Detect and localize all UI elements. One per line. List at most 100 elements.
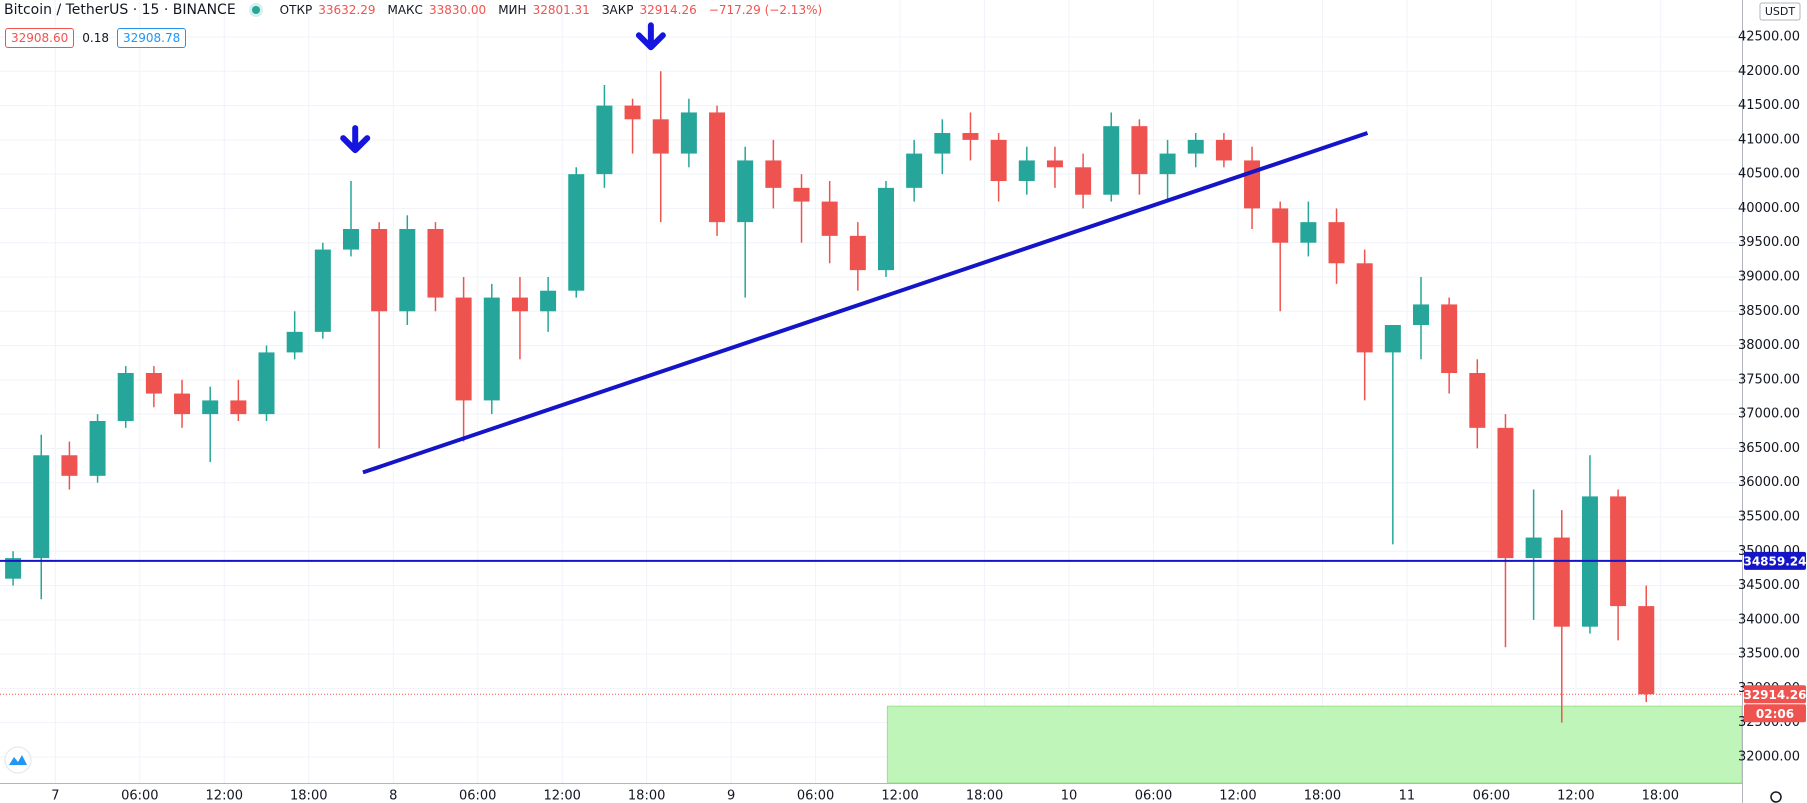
symbol[interactable]: Bitcoin / TetherUS · 15 · BINANCE — [4, 2, 236, 18]
candle-body — [1497, 427, 1514, 559]
candle-body — [652, 119, 669, 154]
y-tick-label: 36000.00 — [1738, 475, 1800, 490]
logo — [4, 746, 32, 774]
candle-body — [483, 297, 500, 401]
candle-body — [1384, 324, 1401, 353]
y-tick-label: 32000.00 — [1738, 749, 1800, 764]
x-tick-label: 06:00 — [121, 789, 158, 803]
candle-body — [596, 105, 613, 175]
spread: 0.18 — [82, 31, 109, 45]
x-tick-label: 9 — [727, 789, 735, 803]
plot-area — [0, 0, 1743, 784]
y-tick-label: 37000.00 — [1738, 407, 1800, 422]
sell-button[interactable]: 32908.60 — [5, 28, 75, 48]
y-tick-label: 41500.00 — [1738, 98, 1800, 113]
arrow — [635, 22, 666, 51]
candle-body — [990, 139, 1007, 182]
candle-body — [1328, 222, 1345, 264]
stat-label: ЗАКР — [601, 3, 634, 17]
candle-body — [258, 352, 275, 415]
logo-mark — [9, 755, 27, 765]
y-tick-label: 35500.00 — [1738, 509, 1800, 524]
candle-body — [342, 229, 359, 250]
trade-buttons: 32908.60 0.18 32908.78 — [5, 28, 187, 48]
candle-body — [89, 420, 106, 476]
candle-body — [1356, 263, 1373, 353]
x-tick-label: 18:00 — [290, 789, 327, 803]
candle-body — [371, 229, 388, 312]
x-tick-label: 06:00 — [1473, 789, 1510, 803]
candle-body — [230, 400, 247, 415]
candle-body — [1103, 126, 1120, 195]
level-price-tag-box — [1744, 551, 1806, 570]
candle-body — [962, 133, 979, 140]
status-dot — [251, 6, 260, 14]
x-tick-label: 8 — [389, 789, 397, 803]
candle-body — [1187, 139, 1204, 154]
buy-button[interactable]: 32908.78 — [116, 28, 187, 48]
candle-body — [1469, 372, 1486, 428]
legend: Bitcoin / TetherUS · 15 · BINANCE ОТКР 33… — [4, 2, 828, 18]
trend-line — [362, 131, 1369, 475]
y-tick-label: 37500.00 — [1738, 372, 1800, 387]
candle-body — [624, 105, 641, 120]
candle-body — [906, 153, 923, 188]
x-tick-label: 7 — [51, 789, 59, 803]
y-tick-label: 34500.00 — [1738, 578, 1800, 593]
last-price-tag: 32914.26 — [1743, 688, 1806, 702]
candle-body — [1525, 537, 1542, 559]
candle-body — [1131, 126, 1148, 175]
x-tick-label: 18:00 — [966, 789, 1003, 803]
candle-body — [145, 372, 162, 394]
stat-label: МАКС — [387, 3, 423, 17]
candle-body — [174, 393, 191, 415]
candle-body — [455, 297, 472, 401]
candle-body — [1046, 160, 1063, 168]
candle-body — [934, 133, 951, 154]
candle-body — [1075, 167, 1092, 195]
currency: USDT — [1765, 5, 1796, 18]
candle-body — [1215, 139, 1232, 161]
countdown-tag: 02:06 — [1756, 707, 1794, 721]
x-tick-label: 10 — [1061, 789, 1078, 803]
candle-body — [1272, 208, 1289, 243]
candle-body — [202, 400, 219, 415]
candle-body — [61, 455, 78, 476]
settings-icon[interactable] — [1770, 791, 1782, 803]
candle-body — [793, 187, 810, 202]
x-tick-label: 06:00 — [1135, 789, 1172, 803]
candle-body — [1441, 304, 1458, 373]
stat-label: МИН — [498, 3, 527, 17]
x-tick-label: 12:00 — [1557, 789, 1594, 803]
candle-body — [680, 112, 697, 154]
x-tick-label: 12:00 — [206, 789, 243, 803]
stat-value: 32801.31 — [532, 3, 590, 17]
candle-body — [849, 235, 866, 271]
candle-body — [1244, 160, 1261, 209]
x-tick-label: 18:00 — [1304, 789, 1341, 803]
x-tick-label: 18:00 — [628, 789, 665, 803]
candle-body — [427, 229, 444, 298]
candle-body — [1412, 304, 1429, 325]
candle-body — [1553, 537, 1570, 627]
y-tick-label: 42500.00 — [1738, 30, 1800, 45]
candle-body — [765, 160, 782, 188]
candle-body — [5, 558, 22, 579]
x-tick-label: 12:00 — [881, 789, 918, 803]
stat-value: 33632.29 — [318, 3, 376, 17]
candle-body — [1159, 153, 1176, 175]
y-tick-label: 34000.00 — [1738, 612, 1800, 627]
x-tick-label: 06:00 — [459, 789, 496, 803]
x-tick-label: 06:00 — [797, 789, 834, 803]
candle-body — [286, 331, 303, 353]
level-price-tag: 34859.24 — [1743, 554, 1806, 568]
candle-body — [314, 249, 331, 332]
x-tick-label: 12:00 — [543, 789, 580, 803]
change: −717.29 (−2.13%) — [708, 3, 823, 17]
candle-body — [511, 297, 528, 312]
y-tick-label: 42000.00 — [1738, 64, 1800, 79]
y-tick-label: 39000.00 — [1738, 269, 1800, 284]
candle-body — [877, 187, 894, 271]
